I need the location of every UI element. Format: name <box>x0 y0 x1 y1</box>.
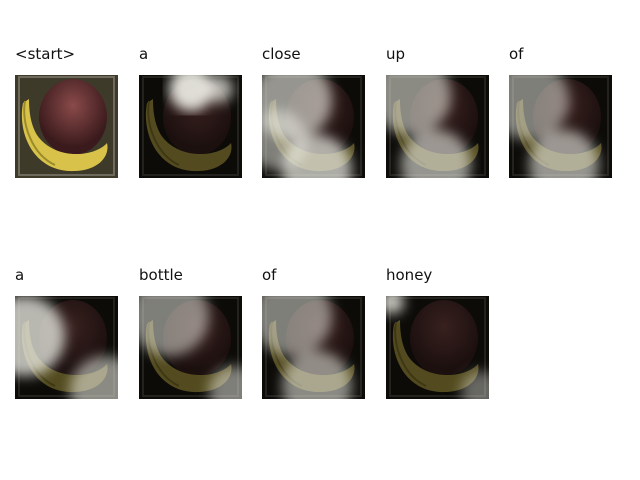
attention-map-image <box>386 75 489 178</box>
caption-word-label: bottle <box>139 266 183 284</box>
caption-word-label: close <box>262 45 301 63</box>
caption-word-label: up <box>386 45 406 63</box>
caption-word-label: of <box>262 266 277 284</box>
attention-map-image <box>139 296 242 399</box>
caption-word-label: a <box>139 45 149 63</box>
attention-map-image <box>15 296 118 399</box>
caption-word-label: <start> <box>15 45 76 63</box>
attention-map-image <box>262 296 365 399</box>
attention-map-image <box>386 296 489 399</box>
caption-word-label: of <box>509 45 524 63</box>
attention-map-image <box>509 75 612 178</box>
caption-word-label: a <box>15 266 25 284</box>
attention-map-image <box>139 75 242 178</box>
attention-map-image <box>262 75 365 178</box>
source-photo <box>15 75 118 178</box>
caption-word-label: honey <box>386 266 433 284</box>
